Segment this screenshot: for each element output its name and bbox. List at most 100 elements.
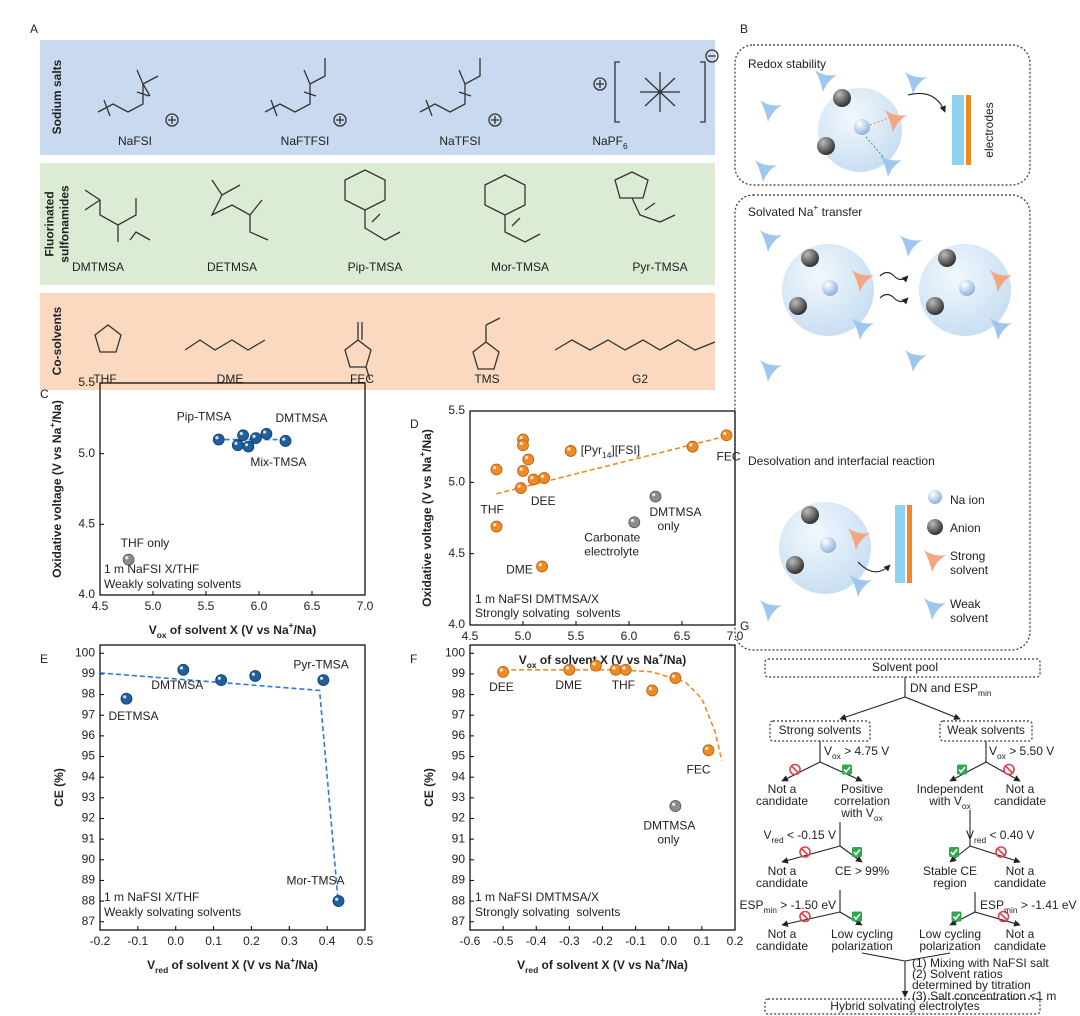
annotation: Pyr-TMSA (293, 657, 348, 671)
annotation: 1 m NaFSI X/THF (104, 890, 199, 904)
point-highlight (689, 443, 693, 447)
y-tick-label: 4.5 (78, 517, 95, 531)
y-axis-title: Oxidative voltage (V vs Na+/Na) (47, 400, 64, 578)
compound-name: G2 (632, 372, 648, 386)
y-tick-label: 91 (452, 831, 466, 845)
y-tick-label: 92 (452, 811, 466, 825)
x-tick-label: -0.2 (90, 934, 111, 948)
flow-node: Low cycling (919, 927, 981, 941)
y-tick-label: 88 (82, 893, 96, 907)
legend-text: Na ion (950, 493, 985, 507)
plot-frame (469, 410, 736, 626)
flow-node: polarization (919, 939, 980, 953)
flow-arrow (839, 845, 863, 863)
y-tick-label: 98 (82, 687, 96, 701)
text-part: with V (928, 794, 962, 808)
point-highlight (517, 484, 521, 488)
check-icon (958, 766, 966, 774)
y-tick-label: 4.0 (78, 587, 95, 601)
data-point (609, 663, 622, 676)
box-title: Redox stability (748, 57, 826, 71)
x-tick-label: -0.6 (460, 934, 481, 948)
text-part: > 5.50 V (1006, 744, 1054, 758)
panel-letter: A (30, 22, 38, 36)
flow-arrow (949, 911, 976, 926)
point-highlight (723, 431, 727, 436)
x-tick-label: 0.2 (243, 934, 260, 948)
text-part: < 0.40 V (986, 828, 1034, 842)
compound-name: NaPF6 (592, 134, 628, 151)
y-axis-title: Oxidative voltage (V vs Na+/Na) (417, 429, 434, 607)
no-icon (799, 846, 811, 858)
flow-node: (1) Mixing with NaFSI salt (912, 956, 1049, 970)
point-highlight (705, 746, 709, 751)
band-sulfonamides (40, 163, 715, 285)
flow-node: Independent (917, 782, 984, 796)
flow-arrow (781, 845, 841, 864)
point-highlight (215, 436, 219, 440)
flow-arrow (781, 761, 821, 782)
point-highlight (612, 666, 616, 670)
point-highlight (592, 662, 596, 666)
text-part: > -1.50 eV (777, 898, 836, 912)
text-part: V (764, 828, 772, 842)
no-icon (997, 910, 1010, 923)
y-tick-label: 96 (452, 728, 466, 742)
text-part: + (813, 202, 818, 212)
data-point (522, 453, 535, 466)
compound-name: FEC (350, 372, 374, 386)
data-point (536, 560, 548, 573)
flow-arrow (949, 845, 971, 863)
flow-node: Not a (1006, 927, 1035, 941)
data-point (563, 663, 576, 676)
text-part: + (289, 620, 294, 630)
redox-sketch (755, 70, 971, 182)
annotation: Carbonate (584, 530, 640, 544)
x-tick-label: 5.5 (198, 599, 215, 613)
text-part: + (417, 452, 427, 457)
flow-node: determined by titration (912, 978, 1031, 992)
flow-arrow (974, 911, 1021, 927)
text-part: + (659, 650, 664, 660)
flow-node: with Vox (928, 794, 971, 811)
point-highlight (234, 441, 238, 445)
compound-name: NaFSI (118, 134, 152, 148)
text-part: [Pyr (581, 443, 602, 457)
no-icon (1003, 763, 1015, 776)
annotation: Weakly solvating solvents (104, 577, 241, 591)
x-tick-label: 6.5 (674, 629, 691, 643)
no-icon (1004, 765, 1014, 774)
compound-name: Mor-TMSA (491, 260, 549, 274)
flow-node: Not a (768, 782, 797, 796)
point-highlight (519, 467, 523, 471)
text-part: ox (997, 751, 1007, 761)
point-highlight (319, 676, 324, 680)
y-tick-label: 100 (75, 645, 95, 659)
data-point (527, 473, 540, 486)
data-point (589, 659, 602, 672)
point-highlight (493, 466, 497, 470)
data-point (669, 800, 682, 812)
text-part: ox (962, 801, 972, 811)
flow-node: Stable CE (923, 864, 977, 878)
point-highlight (179, 666, 184, 670)
flow-node: Vox > 5.50 V (989, 744, 1054, 761)
annotation: only (657, 832, 679, 846)
compound-name: THF (93, 372, 116, 386)
check-icon (950, 849, 958, 856)
y-tick-label: 90 (82, 852, 96, 866)
x-tick-label: 0.3 (281, 934, 298, 948)
x-tick-label: 6.0 (621, 629, 638, 643)
text-part: V (147, 958, 155, 972)
no-icon (799, 910, 811, 923)
box-title: Desolvation and interfacial reaction (748, 454, 935, 468)
point-highlight (252, 434, 256, 438)
text-part: V (517, 958, 525, 972)
x-tick-label: -0.1 (128, 934, 149, 948)
node-box (764, 658, 1041, 678)
x-tick-label: 0.4 (319, 934, 336, 948)
no-icon (996, 847, 1006, 857)
trend-line (99, 672, 340, 906)
point-highlight (648, 687, 652, 691)
electrodes-label: electrodes (982, 102, 996, 157)
